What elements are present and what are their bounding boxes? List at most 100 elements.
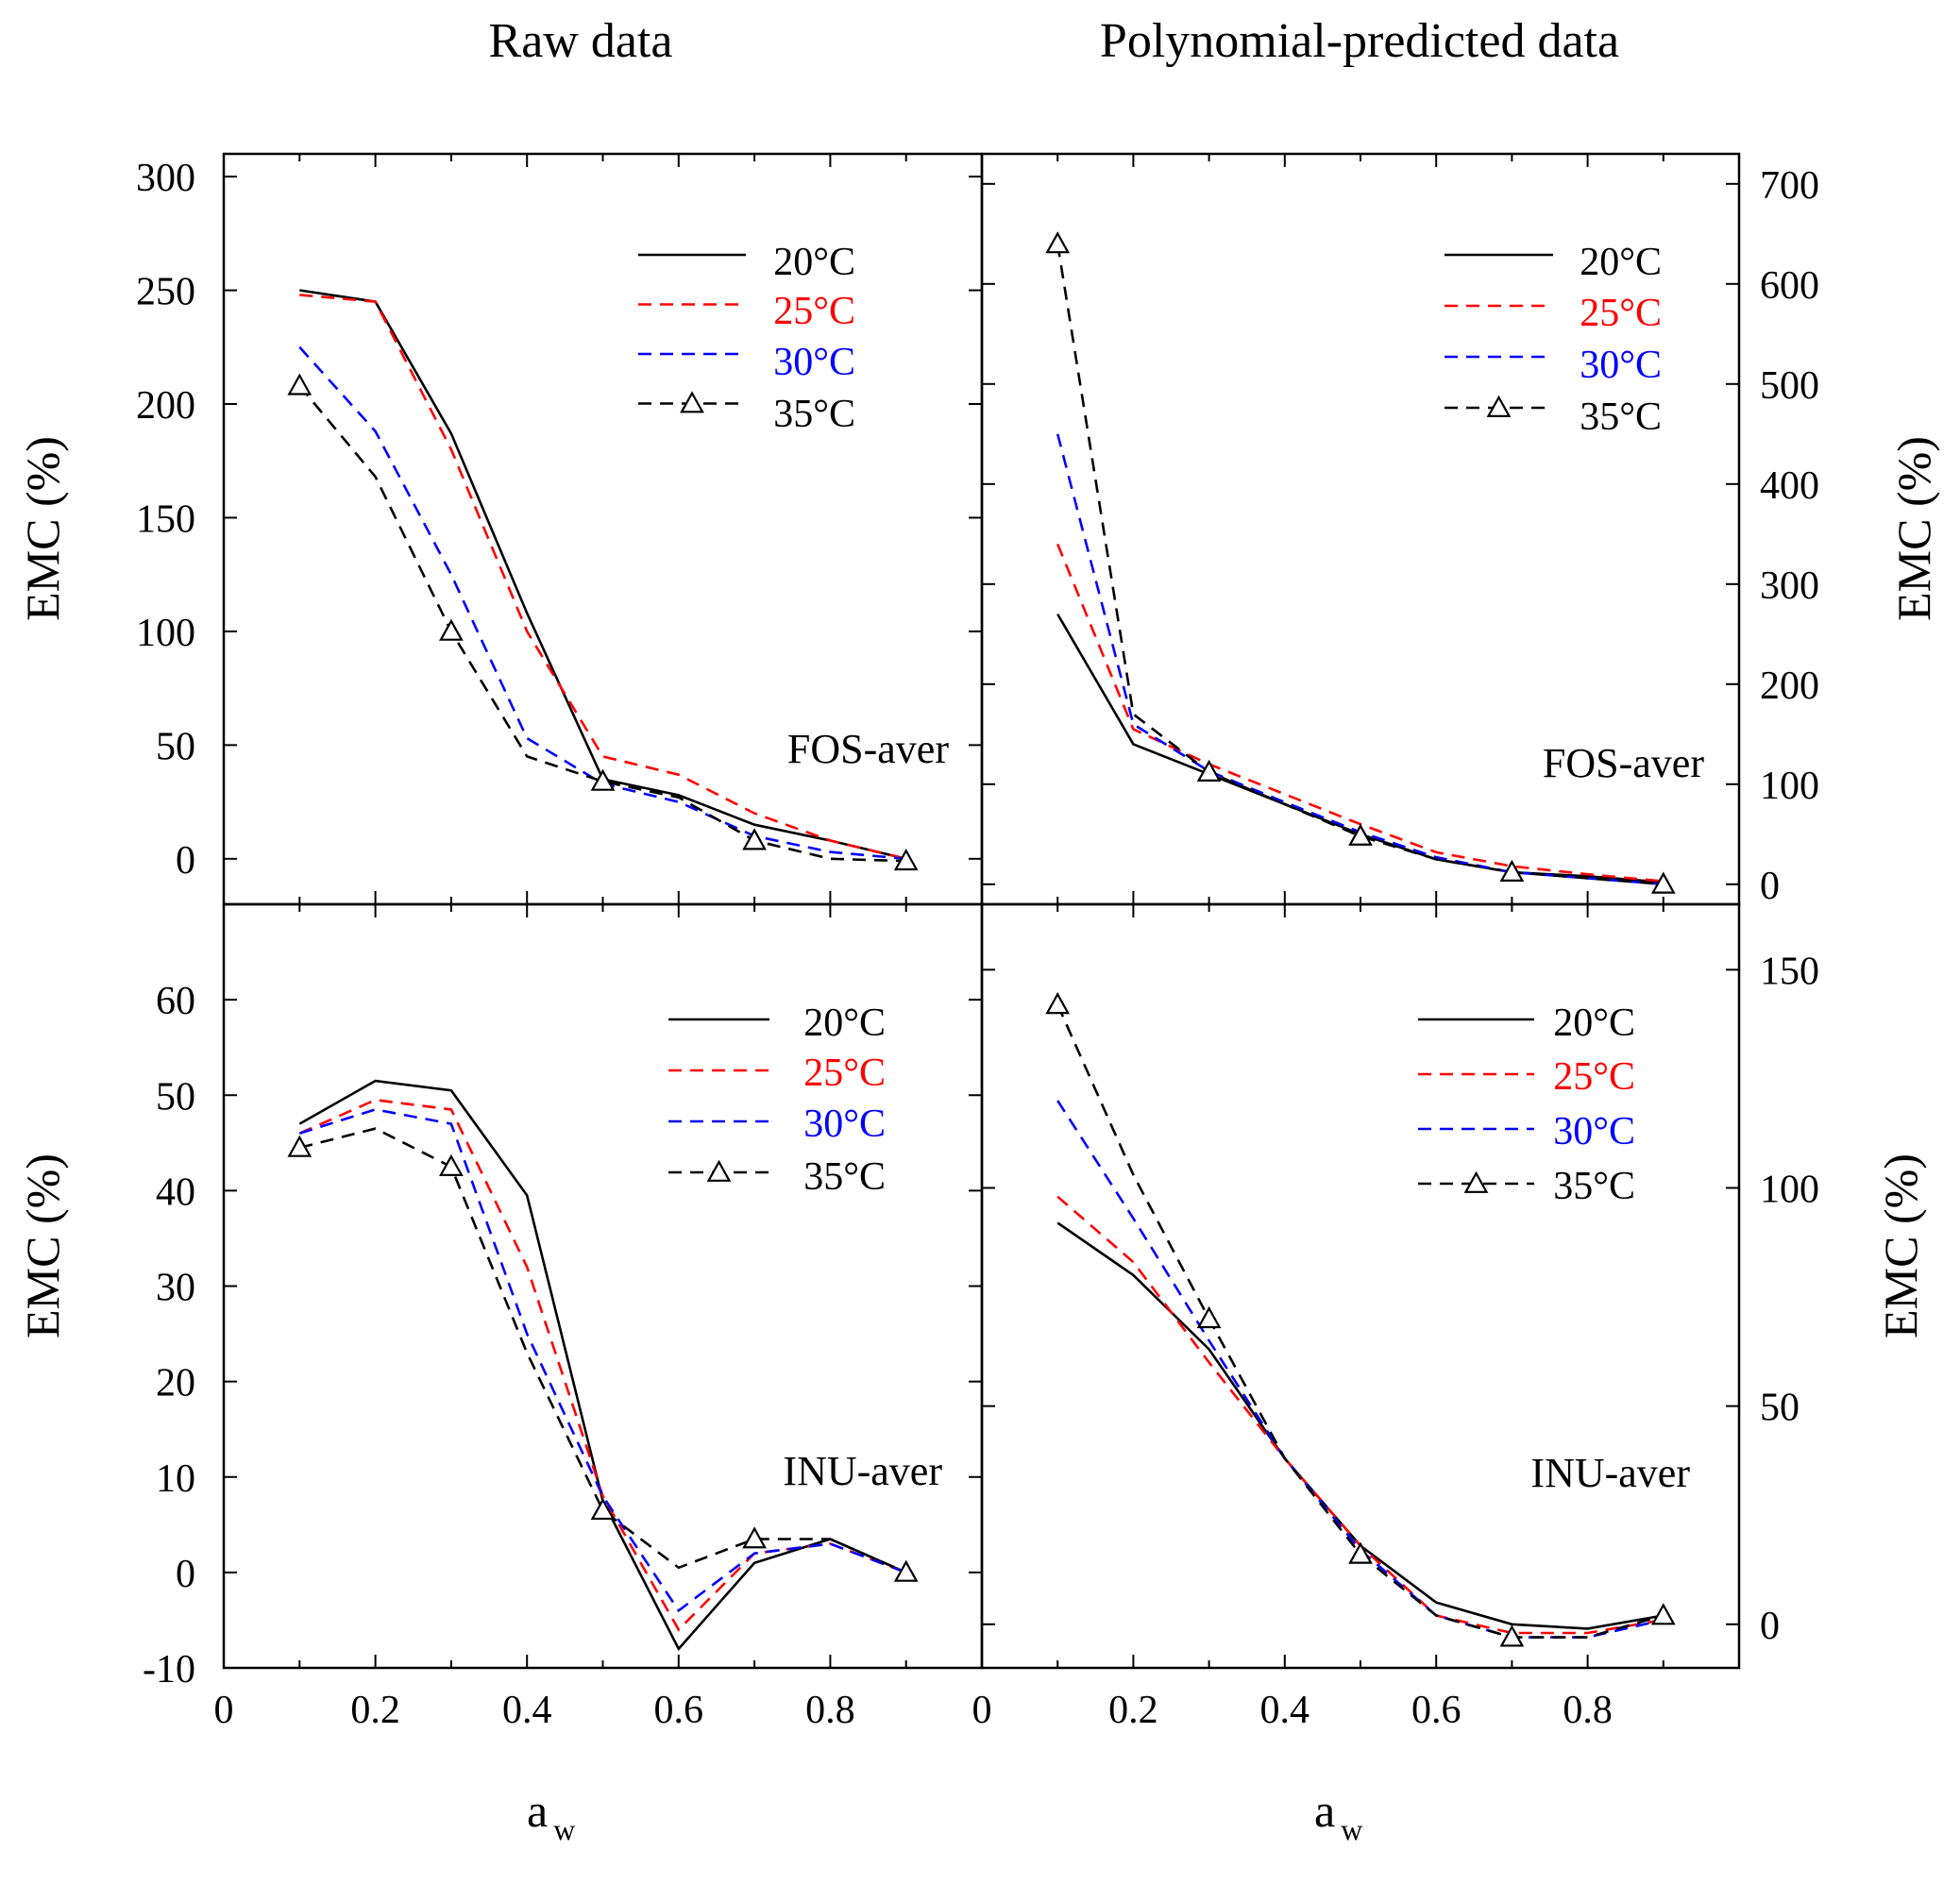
legend-label-35: 35°C — [1580, 396, 1662, 439]
data-point-marker — [1499, 1624, 1525, 1647]
data-point-marker — [1045, 992, 1071, 1015]
data-point-marker — [893, 1559, 919, 1582]
y-tick-label: 10 — [156, 1457, 195, 1501]
y-tick-label: 700 — [1760, 164, 1819, 208]
panel-bottom-left: 0 0.2 0.4 0.6 0.8 -10 0 10 20 30 40 50 60 INU-aver 2… — [16, 902, 984, 1846]
x-axis-label-subscript: w — [1341, 1812, 1362, 1846]
y-tick-label: 300 — [136, 157, 195, 200]
data-point-marker — [590, 1497, 616, 1521]
x-axis-label-subscript: w — [553, 1812, 575, 1846]
y-axis-label-top-left: EMC (%) — [16, 436, 69, 621]
legend-label-25: 25°C — [803, 1052, 886, 1095]
x-tick-label: 0.2 — [350, 1689, 400, 1732]
y-tick-label: 250 — [136, 271, 195, 314]
panel-bottom-right: 0 0.2 0.4 0.6 0.8 0 50 100 150 INU-aver 20°C 25°… — [972, 902, 1927, 1846]
x-tick-label: 0.8 — [805, 1689, 855, 1732]
x-tick-label: 0.4 — [502, 1689, 552, 1732]
y-tick-label: 0 — [176, 1553, 195, 1596]
series-line-25c — [298, 1098, 907, 1632]
y-tick-label: 600 — [1760, 264, 1819, 308]
panel-annotation: INU-aver — [783, 1448, 942, 1494]
legend-label-35: 35°C — [773, 393, 855, 436]
legend-label-20: 20°C — [803, 1001, 886, 1045]
x-axis-label-main: a — [527, 1784, 548, 1837]
series-line-35c — [298, 384, 906, 863]
legend-marker-triangle — [1486, 395, 1512, 417]
legend: 20°C 25°C 30°C 35°C — [638, 241, 855, 436]
series-line-35c — [1056, 244, 1664, 886]
panel-annotation: INU-aver — [1530, 1450, 1690, 1496]
data-point-marker — [1348, 823, 1373, 846]
y-tick-label: 20 — [156, 1362, 195, 1405]
y-tick-label: 150 — [1760, 950, 1819, 993]
legend-marker-triangle — [706, 1159, 732, 1182]
legend: 20°C 25°C 30°C 35°C — [1418, 1001, 1635, 1208]
legend-label-30: 30°C — [1553, 1110, 1635, 1153]
x-tick-label: 0 — [972, 1689, 992, 1732]
data-point-marker — [1650, 1603, 1676, 1625]
series-line-30c — [1056, 433, 1664, 886]
y-axis-label-bottom-right: EMC (%) — [1874, 1153, 1927, 1338]
y-tick-label: 40 — [156, 1170, 195, 1214]
y-tick-label: 500 — [1760, 364, 1819, 408]
y-tick-label: 300 — [1760, 564, 1819, 608]
column-title-raw: Raw data — [489, 14, 673, 68]
legend-label-20: 20°C — [1553, 1001, 1635, 1045]
series-line-35c — [298, 1127, 907, 1574]
data-point-marker — [742, 828, 767, 850]
y-tick-label: 200 — [1760, 665, 1819, 708]
legend-label-20: 20°C — [1580, 241, 1662, 284]
panel-annotation: FOS-aver — [787, 726, 949, 772]
x-tick-label: 0.2 — [1108, 1689, 1158, 1732]
x-axis-label-main: a — [1314, 1784, 1335, 1837]
y-tick-label: 150 — [136, 497, 195, 541]
data-point-marker — [1650, 871, 1676, 894]
data-point-marker — [287, 373, 313, 396]
data-point-marker — [439, 618, 464, 641]
y-tick-label: 100 — [136, 612, 195, 655]
legend-label-30: 30°C — [773, 341, 855, 384]
y-tick-label: 100 — [1760, 765, 1819, 808]
data-point-marker — [742, 1526, 767, 1549]
legend-label-25: 25°C — [1553, 1055, 1635, 1099]
legend-label-30: 30°C — [1580, 344, 1662, 387]
legend: 20°C 25°C 30°C 35°C — [668, 1001, 886, 1199]
data-point-marker — [893, 848, 919, 871]
y-tick-label: 0 — [176, 839, 195, 883]
panel-top-right: 0 100 200 300 400 500 600 700 FOS-aver 20°C 25°… — [980, 152, 1940, 908]
data-point-marker — [287, 1135, 313, 1157]
y-tick-label: 0 — [1760, 865, 1780, 908]
x-tick-label: 0.6 — [654, 1689, 704, 1732]
legend-marker-triangle — [1463, 1170, 1489, 1193]
series-line-25c — [1056, 1195, 1664, 1635]
series-line-25c — [299, 294, 907, 861]
data-point-marker — [1499, 859, 1525, 882]
y-tick-label: 50 — [1760, 1387, 1799, 1430]
y-tick-label: 100 — [1760, 1168, 1819, 1211]
legend-label-35: 35°C — [1553, 1165, 1635, 1208]
legend-label-20: 20°C — [773, 241, 855, 284]
data-point-marker — [1196, 1305, 1222, 1329]
y-tick-label: 30 — [156, 1267, 195, 1310]
y-tick-label: 0 — [1760, 1605, 1780, 1648]
y-axis-label-bottom-left: EMC (%) — [16, 1153, 69, 1338]
data-point-marker — [439, 1153, 464, 1176]
legend-label-25: 25°C — [773, 290, 855, 333]
data-point-marker — [1348, 1541, 1373, 1564]
x-tick-label: 0.8 — [1563, 1689, 1613, 1732]
legend-label-30: 30°C — [803, 1102, 886, 1146]
x-tick-label: 0.6 — [1411, 1689, 1462, 1732]
column-title-predicted: Polynomial-predicted data — [1100, 14, 1619, 68]
y-axis-label-top-right: EMC (%) — [1887, 436, 1940, 621]
legend: 20°C 25°C 30°C 35°C — [1445, 241, 1662, 439]
y-tick-label: -10 — [143, 1648, 195, 1691]
panel-annotation: FOS-aver — [1543, 740, 1704, 786]
y-tick-label: 200 — [136, 384, 195, 428]
y-tick-label: 50 — [156, 725, 195, 768]
legend-label-25: 25°C — [1580, 292, 1662, 335]
y-tick-label: 400 — [1760, 464, 1819, 508]
data-point-marker — [1196, 759, 1222, 782]
